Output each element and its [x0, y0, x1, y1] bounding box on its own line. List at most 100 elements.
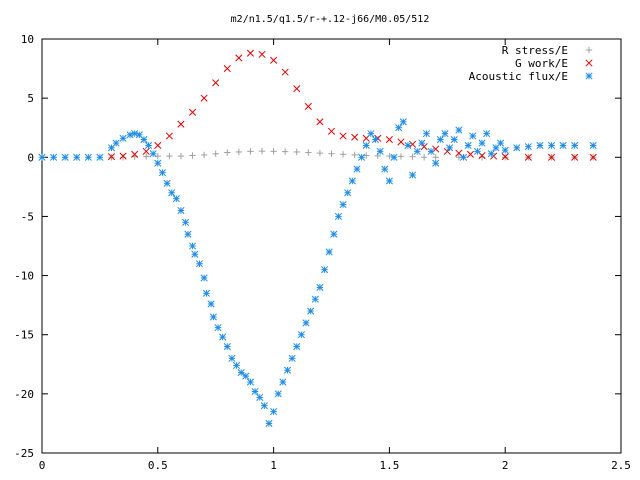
- y-tick-label: -20: [14, 388, 34, 401]
- data-point: [154, 141, 162, 150]
- data-point: [409, 140, 417, 148]
- data-point: [265, 419, 273, 427]
- data-point: [235, 148, 243, 156]
- y-tick-label: -5: [21, 210, 34, 223]
- data-point: [61, 153, 69, 161]
- data-point: [385, 135, 393, 144]
- data-point: [144, 141, 153, 150]
- data-point: [524, 143, 532, 151]
- legend-marker: [585, 46, 593, 54]
- data-point: [189, 152, 196, 159]
- axes: 0 0.5 1 1.5 2 2.5 10 5 0 -5 -10 -15 -20 -25: [14, 33, 631, 472]
- data-point: [304, 102, 312, 110]
- data-point: [126, 131, 134, 139]
- data-point: [246, 49, 254, 57]
- legend-label: Acoustic flux/E: [469, 70, 568, 83]
- data-point: [351, 133, 359, 141]
- data-point: [339, 201, 347, 209]
- data-point: [212, 79, 220, 87]
- data-point: [363, 152, 370, 159]
- data-point: [547, 153, 556, 161]
- y-tick-label: 5: [27, 92, 34, 105]
- data-point: [395, 124, 403, 132]
- data-point: [404, 141, 412, 150]
- data-point: [223, 65, 231, 73]
- data-point: [202, 289, 210, 297]
- x-tick-label: 1: [270, 459, 277, 472]
- data-point: [571, 141, 579, 150]
- data-point: [270, 148, 277, 155]
- data-point: [200, 151, 208, 159]
- data-point: [212, 150, 219, 157]
- data-point: [297, 331, 305, 339]
- data-point: [140, 135, 148, 144]
- data-point: [177, 120, 185, 128]
- data-point: [455, 126, 463, 134]
- data-point: [143, 153, 150, 160]
- data-point: [158, 169, 166, 177]
- data-point: [436, 135, 444, 144]
- data-point: [397, 138, 405, 146]
- data-point: [325, 248, 333, 256]
- x-tick-label: 2: [502, 459, 509, 472]
- data-point: [84, 153, 92, 161]
- data-point: [207, 300, 215, 308]
- data-point: [293, 342, 301, 351]
- data-point: [420, 154, 428, 161]
- data-point: [247, 148, 254, 155]
- data-point: [311, 295, 319, 303]
- data-point: [302, 319, 310, 327]
- data-point: [450, 135, 458, 144]
- data-point: [163, 179, 171, 187]
- data-point: [200, 274, 208, 282]
- x-tick-label: 0: [39, 459, 46, 472]
- data-point: [279, 378, 287, 386]
- data-point: [334, 212, 343, 220]
- y-tick-label: -15: [14, 329, 34, 342]
- data-point: [307, 307, 315, 315]
- data-point: [142, 147, 150, 155]
- data-point: [305, 149, 312, 156]
- data-point: [487, 150, 495, 158]
- data-point: [524, 153, 532, 161]
- series-1: [108, 147, 597, 161]
- data-point: [353, 165, 361, 173]
- data-point: [413, 147, 421, 155]
- data-point: [270, 56, 278, 64]
- data-point: [376, 147, 384, 155]
- data-point: [483, 130, 491, 138]
- legend-label: R stress/E: [502, 44, 568, 57]
- data-point: [251, 387, 259, 396]
- data-point: [381, 165, 389, 173]
- legend-label: G work/E: [515, 57, 568, 70]
- data-point: [478, 139, 486, 147]
- data-point: [316, 118, 324, 126]
- data-point: [513, 144, 521, 152]
- chart-title: m2/n1.5/q1.5/r-+.12-j66/M0.05/512: [231, 14, 430, 25]
- data-point: [281, 68, 289, 76]
- data-point: [188, 242, 197, 250]
- data-point: [149, 150, 157, 158]
- series-3: [38, 118, 597, 427]
- data-point: [131, 130, 139, 138]
- y-tick-label: -10: [14, 270, 34, 283]
- series-2: [107, 49, 597, 161]
- y-tick-label: 0: [27, 151, 34, 164]
- data-point: [339, 132, 347, 140]
- data-point: [386, 152, 393, 160]
- data-point: [446, 144, 454, 152]
- data-point: [281, 148, 289, 155]
- data-point: [246, 378, 254, 386]
- data-point: [258, 147, 266, 155]
- data-point: [501, 153, 509, 161]
- data-point: [339, 151, 347, 158]
- data-point: [112, 139, 120, 147]
- data-point: [547, 141, 556, 150]
- data-point: [242, 372, 250, 380]
- data-point: [209, 313, 217, 321]
- data-point: [469, 132, 477, 140]
- data-point: [232, 361, 241, 370]
- data-point: [427, 147, 435, 155]
